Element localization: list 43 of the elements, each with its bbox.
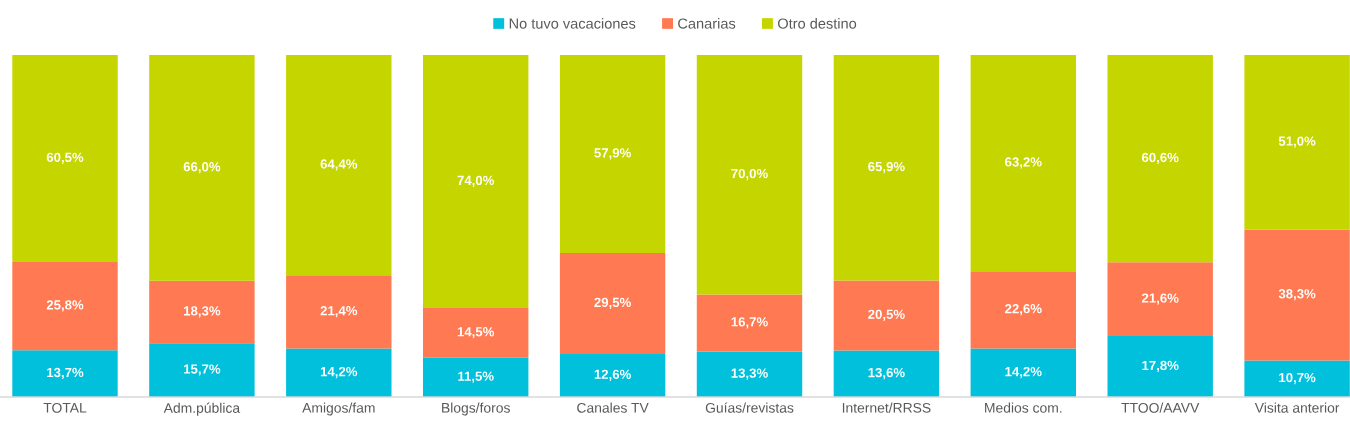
x-tick-label: Guías/revistas xyxy=(705,402,794,413)
data-label: 21,4% xyxy=(320,306,358,318)
data-label: 13,7% xyxy=(47,367,84,380)
data-label: 65,9% xyxy=(868,161,905,174)
data-label: 20,5% xyxy=(868,309,905,321)
data-label: 60,5% xyxy=(46,152,84,164)
data-label: 14,2% xyxy=(1005,366,1042,379)
data-label: 13,6% xyxy=(868,367,905,380)
data-label: 18,3% xyxy=(184,306,221,318)
data-label: 22,6% xyxy=(1005,303,1042,316)
legend-label: No tuvo vacaciones xyxy=(509,18,636,29)
data-label: 38,3% xyxy=(1278,289,1316,301)
x-tick-label: Canales TV xyxy=(577,402,649,413)
data-label: 14,2% xyxy=(320,366,358,379)
data-label: 66,0% xyxy=(183,162,221,174)
x-tick-label: Visita anterior xyxy=(1254,402,1340,413)
data-label: 14,5% xyxy=(457,327,495,339)
data-label: 11,5% xyxy=(458,371,494,383)
data-label: 15,7% xyxy=(184,364,221,376)
x-tick-label: Adm.pública xyxy=(163,402,241,416)
data-label: 60,6% xyxy=(1141,152,1179,165)
data-label: 16,7% xyxy=(731,317,768,329)
x-tick-label: Amigos/fam xyxy=(302,402,375,416)
data-label: 64,4% xyxy=(320,159,358,171)
data-label: 13,3% xyxy=(731,368,768,380)
data-label: 70,0% xyxy=(731,168,768,181)
x-tick-label: TOTAL xyxy=(43,402,87,413)
x-tick-label: Internet/RRSS xyxy=(842,402,931,413)
x-tick-label: TTOO/AAVV xyxy=(1121,402,1200,413)
data-label: 29,5% xyxy=(594,297,631,309)
x-tick-label: Medios com. xyxy=(985,402,1062,413)
data-label: 12,6% xyxy=(594,369,631,381)
data-label: 21,6% xyxy=(1141,293,1179,305)
data-label: 74,0% xyxy=(457,175,495,187)
data-label: 25,8% xyxy=(46,300,84,312)
legend-label: Otro destino xyxy=(778,18,857,29)
x-tick-label: Blogs/foros xyxy=(442,402,510,416)
data-label: 57,9% xyxy=(594,148,631,160)
data-label: 63,2% xyxy=(1005,157,1042,169)
legend-label: Canarias xyxy=(678,18,736,29)
data-label: 17,8% xyxy=(1142,360,1179,373)
data-label: 10,7% xyxy=(1279,372,1316,385)
data-label: 51,0% xyxy=(1278,136,1316,148)
